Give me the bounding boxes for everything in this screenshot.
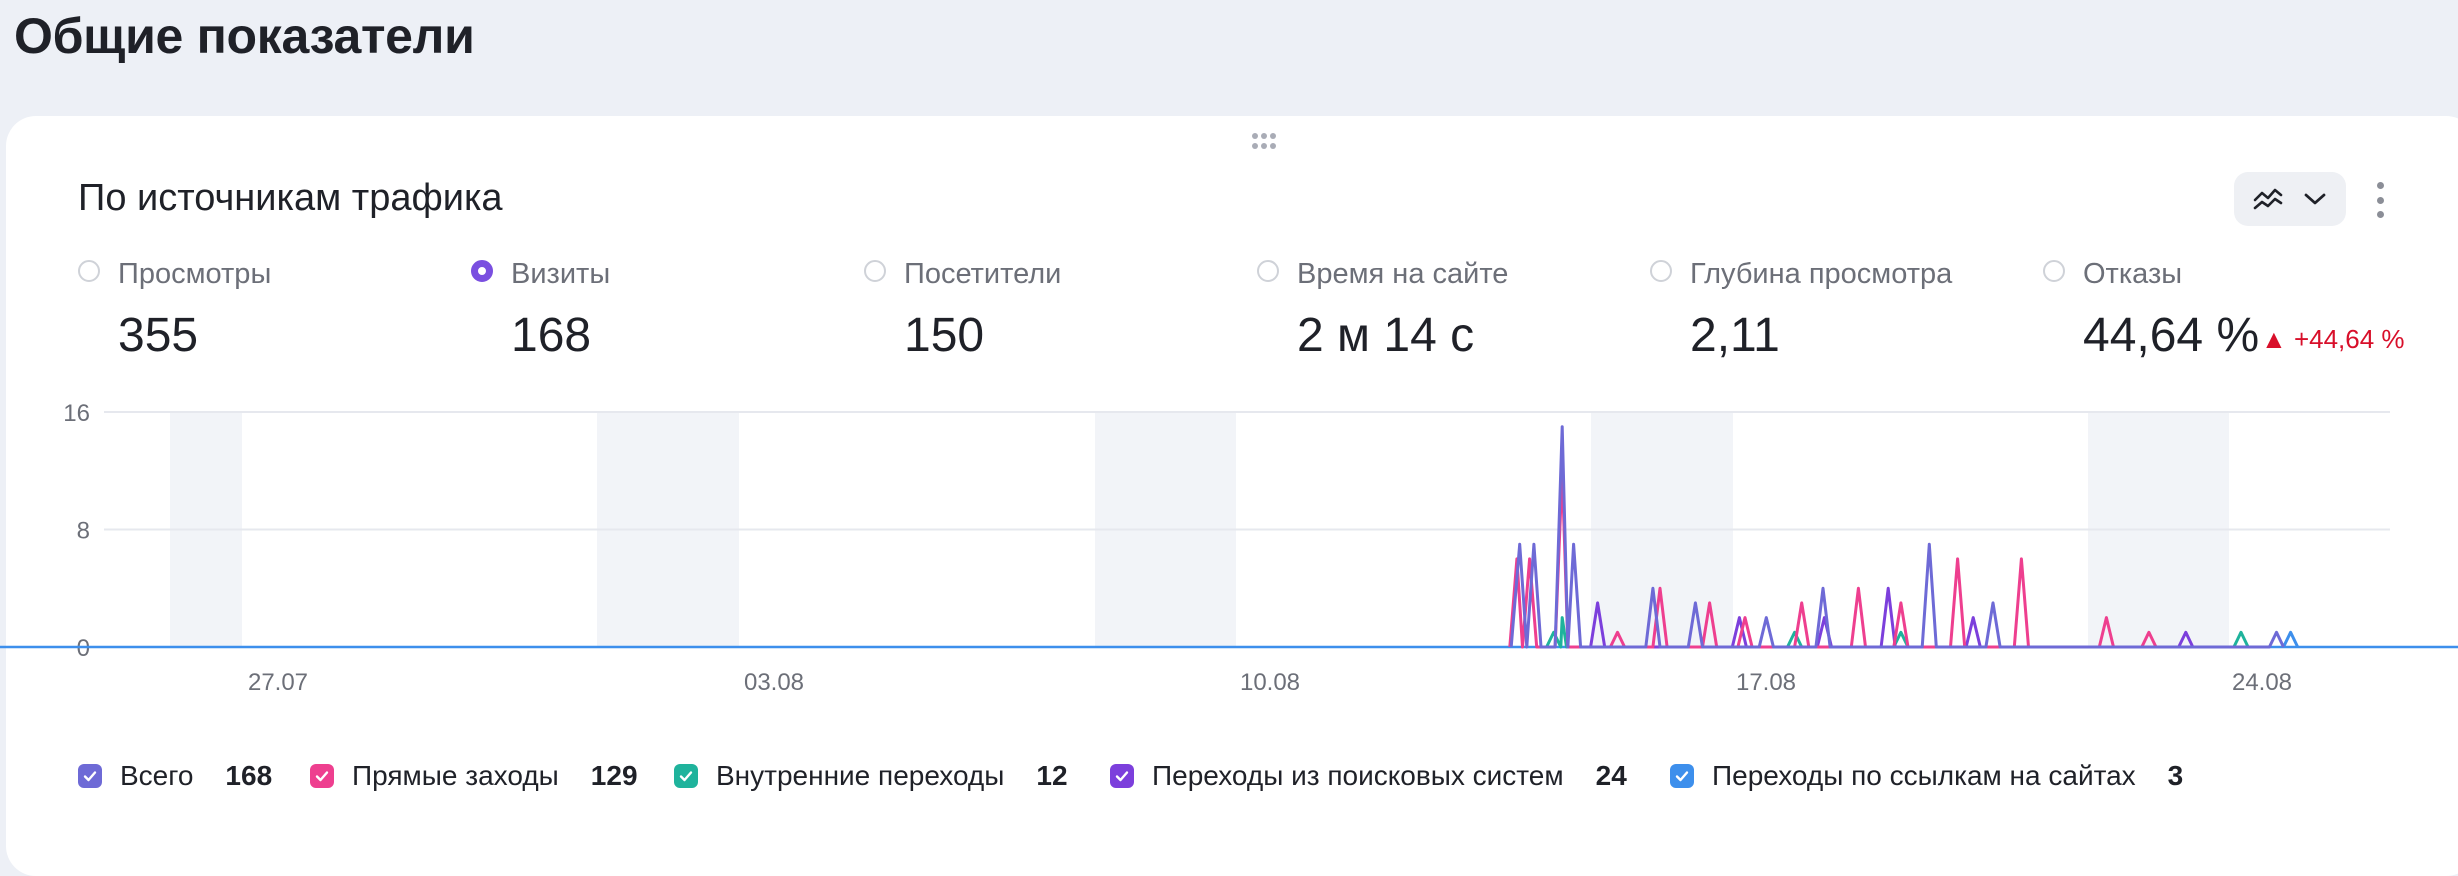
legend-label: Переходы по ссылкам на сайтах [1712,760,2136,791]
drag-handle[interactable] [1252,133,1276,149]
metric-label: Просмотры [118,258,272,290]
x-tick-label: 03.08 [744,669,804,696]
legend-label: Всего [120,760,194,791]
metric-value: 2,11 [1690,309,1780,362]
checkbox-checked-icon[interactable] [674,764,698,788]
legend-item-search[interactable]: Переходы из поисковых систем 24 [1110,756,1627,796]
x-tick-label: 10.08 [1240,669,1300,696]
metric-value: 168 [511,309,592,362]
x-tick-label: 24.08 [2232,669,2292,696]
checkbox-checked-icon[interactable] [78,764,102,788]
y-tick-label: 8 [77,518,90,545]
metric-label: Посетители [904,258,1062,290]
checkbox-checked-icon[interactable] [1670,764,1694,788]
metric-value: 2 м 14 с [1297,309,1475,362]
legend-label: Прямые заходы [352,760,559,791]
traffic-line-chart: 16 8 0 27.07 03.08 10.08 17.08 24.08 [0,400,2458,696]
x-tick-label: 17.08 [1736,669,1796,696]
metric-delta: ▲ +44,64 % [2261,324,2405,354]
legend-item-internal[interactable]: Внутренние переходы 12 [674,756,1068,796]
metric-radio[interactable] [2043,260,2065,282]
metric-value: 355 [118,309,199,362]
metric-value: 150 [904,309,985,362]
checkbox-checked-icon[interactable] [1110,764,1134,788]
metric-radio[interactable] [471,260,493,282]
metric-value: 44,64 % [2083,309,2260,362]
chevron-down-icon [2303,191,2327,207]
legend-item-direct[interactable]: Прямые заходы 129 [310,756,638,796]
metric-radio[interactable] [1650,260,1672,282]
card-title: По источникам трафика [78,177,503,219]
series-line [2282,630,2300,648]
chart-type-switch[interactable] [2234,172,2346,226]
y-tick-label: 0 [77,635,90,662]
metric-radio[interactable] [78,260,100,282]
metric-label: Отказы [2083,258,2183,290]
area-lines-icon [2253,186,2283,212]
metric-label: Время на сайте [1297,258,1509,290]
legend-value: 12 [1036,760,1068,791]
metric-label: Визиты [511,258,611,290]
page-title: Общие показатели [14,8,475,64]
y-tick-label: 16 [63,400,90,427]
legend-label: Внутренние переходы [716,760,1005,791]
more-vertical-icon[interactable] [2368,180,2392,220]
metric-radio[interactable] [1257,260,1279,282]
legend-label: Переходы из поисковых систем [1152,760,1564,791]
legend-item-links[interactable]: Переходы по ссылкам на сайтах 3 [1670,756,2183,796]
metric-radio[interactable] [864,260,886,282]
x-tick-label: 27.07 [248,669,308,696]
legend-value: 168 [225,760,273,791]
series-line [1509,425,2285,649]
checkbox-checked-icon[interactable] [310,764,334,788]
legend-value: 129 [590,760,638,791]
legend-value: 3 [2167,760,2184,791]
metric-label: Глубина просмотра [1690,258,1953,290]
legend-item-total[interactable]: Всего 168 [78,756,272,796]
legend-value: 24 [1595,760,1627,791]
